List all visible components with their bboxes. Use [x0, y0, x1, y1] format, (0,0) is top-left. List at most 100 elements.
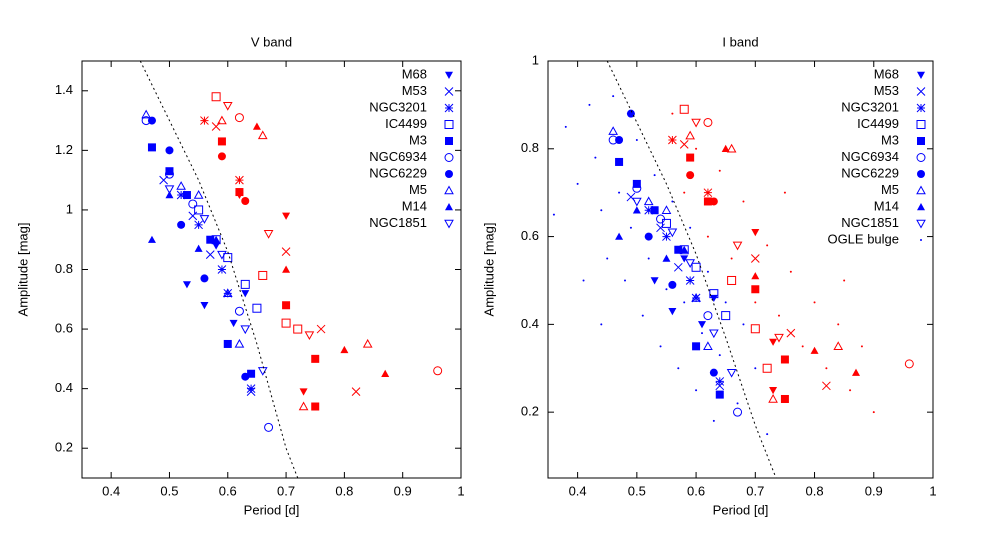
point	[736, 402, 739, 405]
legend-label: M53	[402, 83, 427, 98]
point	[234, 338, 245, 348]
legend-label: NGC1851	[369, 215, 427, 230]
point	[668, 135, 677, 145]
point	[742, 200, 745, 203]
point	[223, 288, 233, 298]
point	[691, 293, 701, 303]
point	[650, 277, 659, 285]
point	[632, 183, 642, 193]
point	[594, 156, 597, 159]
y-tick-label: 0.8	[55, 261, 73, 276]
point	[659, 345, 662, 348]
point	[164, 169, 174, 179]
point	[252, 122, 261, 130]
point	[703, 117, 713, 127]
point	[241, 290, 250, 298]
point	[362, 338, 373, 348]
y-tick-label: 1.4	[55, 82, 73, 97]
legend-label: NGC6934	[841, 149, 899, 164]
y-tick-label: 0.6	[521, 228, 539, 243]
point	[641, 314, 644, 317]
point	[229, 319, 238, 328]
point	[600, 323, 603, 326]
point	[222, 101, 233, 111]
point	[212, 242, 221, 250]
point	[754, 301, 757, 304]
point	[141, 109, 151, 119]
point	[600, 209, 603, 212]
legend-marker	[445, 71, 453, 79]
legend-marker	[916, 185, 926, 195]
point	[774, 333, 784, 343]
point	[750, 254, 760, 263]
point	[188, 211, 198, 221]
point	[703, 311, 713, 321]
point	[257, 367, 268, 376]
point	[311, 354, 320, 363]
point	[683, 191, 686, 194]
point	[564, 125, 567, 128]
point	[691, 262, 701, 272]
x-tick-label: 0.6	[219, 483, 237, 498]
point	[837, 323, 840, 326]
point	[165, 146, 174, 155]
point	[712, 419, 715, 422]
point	[381, 369, 390, 377]
point	[618, 191, 621, 194]
point	[674, 245, 683, 254]
legend-label: M14	[874, 198, 899, 213]
point	[691, 293, 701, 302]
legend-marker	[445, 170, 453, 178]
point	[177, 220, 186, 229]
point	[194, 205, 204, 215]
point	[182, 281, 191, 289]
point	[299, 388, 308, 396]
point	[685, 130, 696, 140]
point	[726, 143, 737, 153]
point	[235, 188, 244, 197]
point	[223, 253, 233, 263]
point	[718, 354, 721, 357]
x-axis-label: Period [d]	[244, 502, 300, 517]
model-curve	[139, 61, 299, 478]
legend-marker	[444, 219, 454, 229]
point	[768, 393, 778, 403]
point	[703, 197, 712, 206]
legend-label: IC4499	[385, 116, 427, 131]
point	[715, 381, 725, 391]
legend-label: IC4499	[857, 116, 899, 131]
point	[691, 118, 701, 128]
point	[632, 206, 641, 214]
legend-marker	[917, 203, 925, 211]
point	[234, 306, 244, 316]
point	[780, 394, 789, 403]
point	[661, 205, 672, 214]
point	[217, 250, 227, 260]
point	[212, 235, 221, 243]
legend-label: M5	[881, 182, 899, 197]
point	[822, 381, 831, 391]
x-tick-label: 0.5	[628, 483, 646, 498]
point	[311, 402, 320, 411]
point	[147, 143, 156, 152]
x-axis-label: Period [d]	[713, 502, 769, 517]
legend-marker	[916, 219, 926, 229]
point	[721, 311, 731, 321]
point	[718, 169, 721, 172]
point	[742, 323, 745, 326]
point	[709, 197, 718, 206]
point	[433, 366, 443, 376]
point	[709, 294, 718, 303]
point	[246, 384, 256, 393]
point	[708, 329, 719, 339]
point	[656, 214, 666, 224]
point	[825, 367, 828, 370]
plot-frame	[81, 60, 462, 479]
point	[606, 257, 609, 260]
point	[709, 368, 718, 377]
legend-label: NGC3201	[841, 99, 899, 114]
point	[316, 324, 326, 334]
point	[703, 188, 713, 198]
point	[671, 112, 674, 115]
legend-marker	[444, 153, 454, 162]
